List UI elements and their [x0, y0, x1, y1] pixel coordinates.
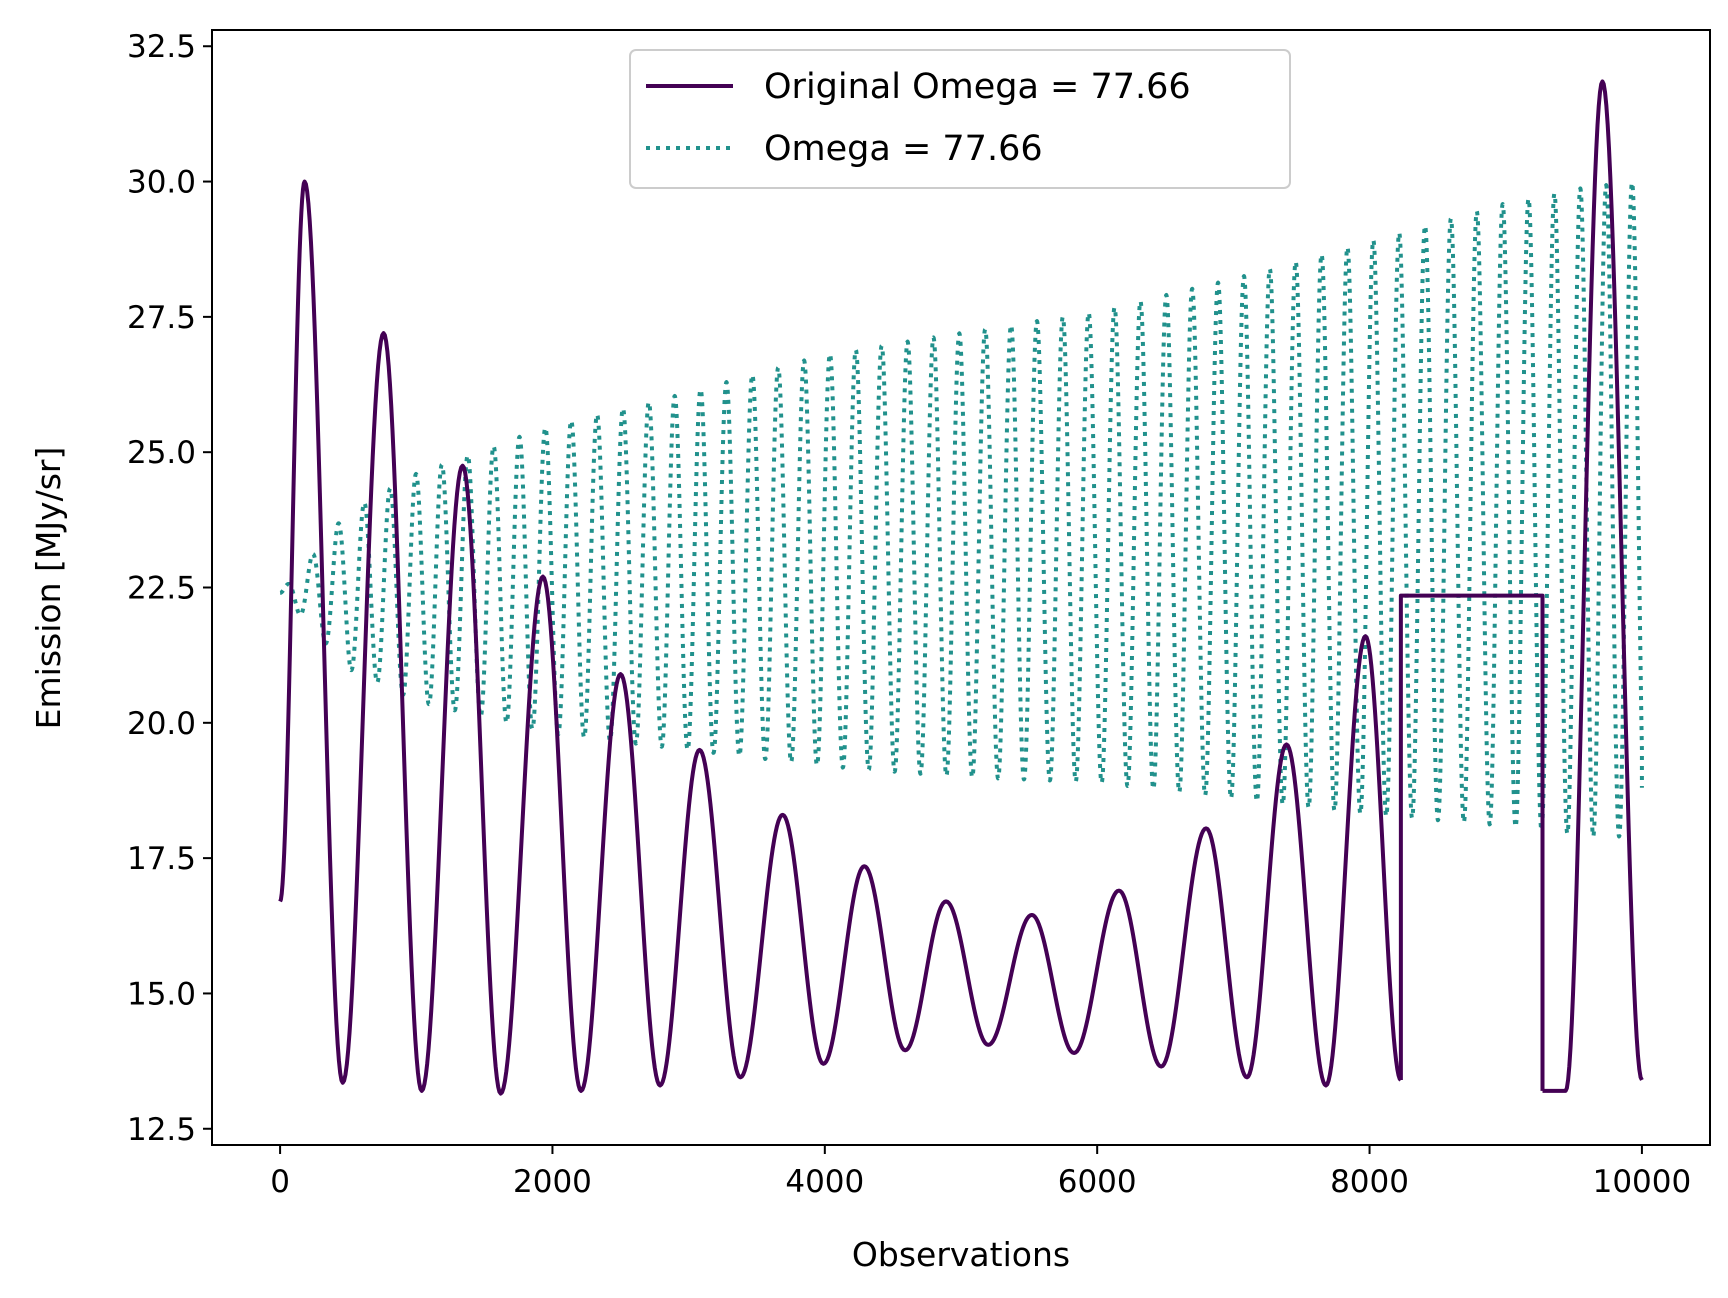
legend: Original Omega = 77.66 Omega = 77.66 — [629, 49, 1291, 189]
y-tick-label: 15.0 — [127, 976, 196, 1012]
legend-label-omega: Omega = 77.66 — [764, 129, 1043, 169]
series-line-original-omega — [1541, 79, 1644, 1093]
series-layer — [278, 79, 1644, 1096]
series-line-omega — [278, 180, 1644, 839]
series-line-original-omega — [278, 179, 1403, 1096]
legend-label-original-omega: Original Omega = 77.66 — [764, 67, 1191, 107]
x-tick-label: 0 — [270, 1164, 290, 1200]
x-axis-ticks: 0 2000 4000 6000 8000 10000 — [270, 1145, 1691, 1200]
y-tick-label: 22.5 — [127, 571, 196, 607]
series-line-original-omega — [1398, 593, 1545, 1091]
y-tick-label: 27.5 — [127, 300, 196, 336]
y-tick-label: 25.0 — [127, 435, 196, 471]
x-tick-label: 8000 — [1330, 1164, 1409, 1200]
y-tick-label: 20.0 — [127, 706, 196, 742]
y-axis-ticks: 12.5 15.0 17.5 20.0 22.5 25.0 27.5 30.0 32.5 — [127, 29, 212, 1148]
x-tick-label: 6000 — [1058, 1164, 1137, 1200]
x-tick-label: 4000 — [785, 1164, 864, 1200]
y-axis-label: Emission [MJy/sr] — [29, 447, 68, 730]
x-tick-label: 2000 — [513, 1164, 592, 1200]
legend-box — [629, 49, 1291, 189]
y-tick-label: 12.5 — [127, 1112, 196, 1148]
y-tick-label: 17.5 — [127, 841, 196, 877]
x-axis-label: Observations — [852, 1235, 1070, 1274]
y-tick-label: 32.5 — [127, 29, 196, 65]
y-tick-label: 30.0 — [127, 165, 196, 201]
x-tick-label: 10000 — [1593, 1164, 1692, 1200]
